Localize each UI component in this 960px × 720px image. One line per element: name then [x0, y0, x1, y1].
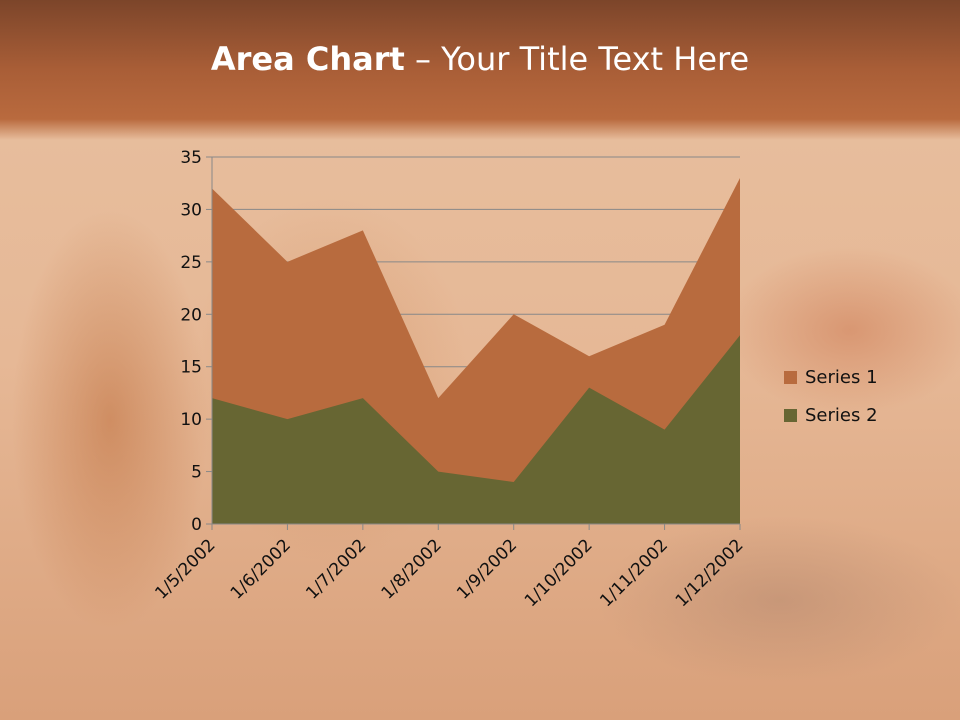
- y-tick-label: 30: [180, 200, 202, 220]
- legend-swatch: [784, 370, 797, 384]
- x-tick-label: 1/6/2002: [227, 535, 295, 603]
- x-tick-label: 1/12/2002: [672, 535, 748, 611]
- x-tick-label: 1/5/2002: [151, 535, 219, 603]
- x-tick-label: 1/9/2002: [453, 535, 521, 603]
- area-series-2: [212, 335, 740, 524]
- legend-label: Series 2: [805, 404, 878, 426]
- title-banner: [0, 0, 960, 140]
- y-tick-label: 0: [191, 515, 202, 535]
- y-tick-label: 35: [180, 148, 202, 168]
- y-tick-label: 20: [180, 305, 202, 325]
- legend-item-series-1: Series 1: [784, 358, 878, 396]
- x-tick-label: 1/7/2002: [302, 535, 370, 603]
- x-tick-label: 1/10/2002: [521, 535, 597, 611]
- x-tick-label: 1/11/2002: [596, 535, 672, 611]
- title-bold: Area Chart: [210, 40, 405, 78]
- legend: Series 1 Series 2: [784, 358, 878, 434]
- y-tick-label: 10: [180, 410, 202, 430]
- legend-label: Series 1: [805, 366, 878, 388]
- y-tick-label: 5: [191, 463, 202, 483]
- x-tick-label: 1/8/2002: [378, 535, 446, 603]
- title-rest: – Your Title Text Here: [404, 40, 750, 78]
- legend-swatch: [784, 408, 797, 422]
- y-tick-label: 15: [180, 358, 202, 378]
- slide-title: Area Chart – Your Title Text Here: [0, 40, 960, 78]
- legend-item-series-2: Series 2: [784, 396, 878, 434]
- y-tick-label: 25: [180, 253, 202, 273]
